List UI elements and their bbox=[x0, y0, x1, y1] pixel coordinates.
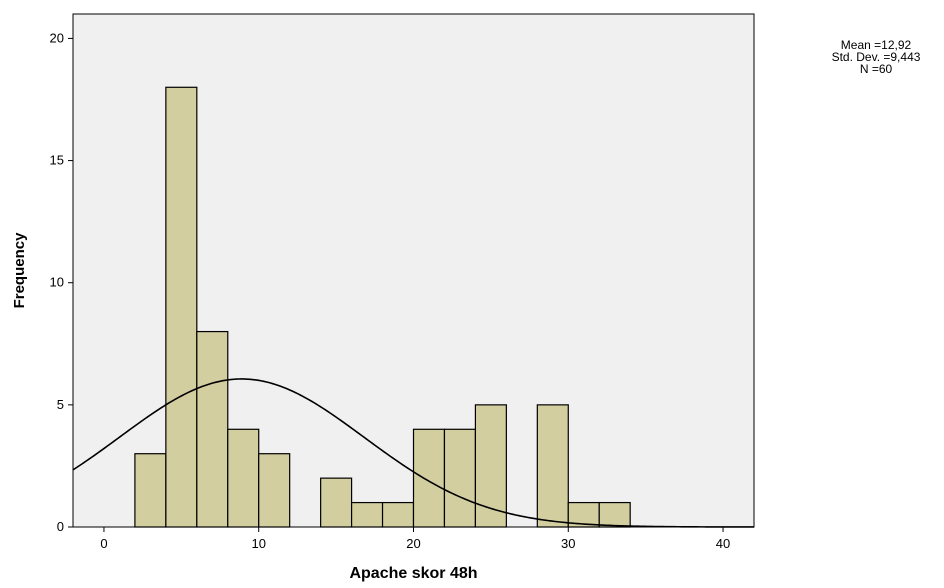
normal-curve bbox=[72, 378, 754, 528]
bar-16-18 bbox=[350, 501, 384, 528]
y-tick-label-5: 5 bbox=[57, 397, 64, 412]
bar-10-12 bbox=[258, 453, 291, 528]
bar-6-8 bbox=[196, 330, 229, 528]
y-tick-label-20: 20 bbox=[50, 30, 64, 45]
x-axis-label: Apache skor 48h bbox=[349, 565, 477, 582]
stat-n: N =60 bbox=[860, 62, 893, 76]
bar-24-26 bbox=[474, 404, 507, 528]
x-tick-label-40: 40 bbox=[716, 536, 730, 551]
y-tick-label-10: 10 bbox=[50, 275, 64, 290]
x-tick-label-30: 30 bbox=[561, 536, 575, 551]
bar-28-30 bbox=[536, 404, 569, 528]
stat-mean: Mean =12,92 bbox=[841, 38, 912, 52]
stats-box: Mean =12,92 Std. Dev. =9,443 N =60 bbox=[832, 38, 921, 76]
bar-2-4 bbox=[134, 453, 167, 528]
bar-22-24 bbox=[443, 428, 477, 528]
x-tick-label-20: 20 bbox=[406, 536, 420, 551]
y-axis-label: Frequency bbox=[11, 232, 28, 309]
y-tick-label-0: 0 bbox=[57, 519, 64, 534]
bars-group bbox=[134, 86, 631, 528]
y-tick-label-15: 15 bbox=[50, 153, 64, 168]
stat-std-dev: Std. Dev. =9,443 bbox=[832, 50, 921, 64]
bar-20-22 bbox=[412, 428, 446, 528]
ticks-group: 0 10 20 30 40 0 5 10 15 20 bbox=[50, 30, 731, 551]
bar-32-34 bbox=[598, 501, 631, 528]
bar-8-10 bbox=[227, 428, 260, 528]
bar-18-20 bbox=[381, 501, 415, 528]
bar-4-6 bbox=[165, 86, 198, 528]
x-tick-label-10: 10 bbox=[251, 536, 265, 551]
bar-14-16 bbox=[320, 477, 353, 528]
x-tick-label-0: 0 bbox=[100, 536, 107, 551]
